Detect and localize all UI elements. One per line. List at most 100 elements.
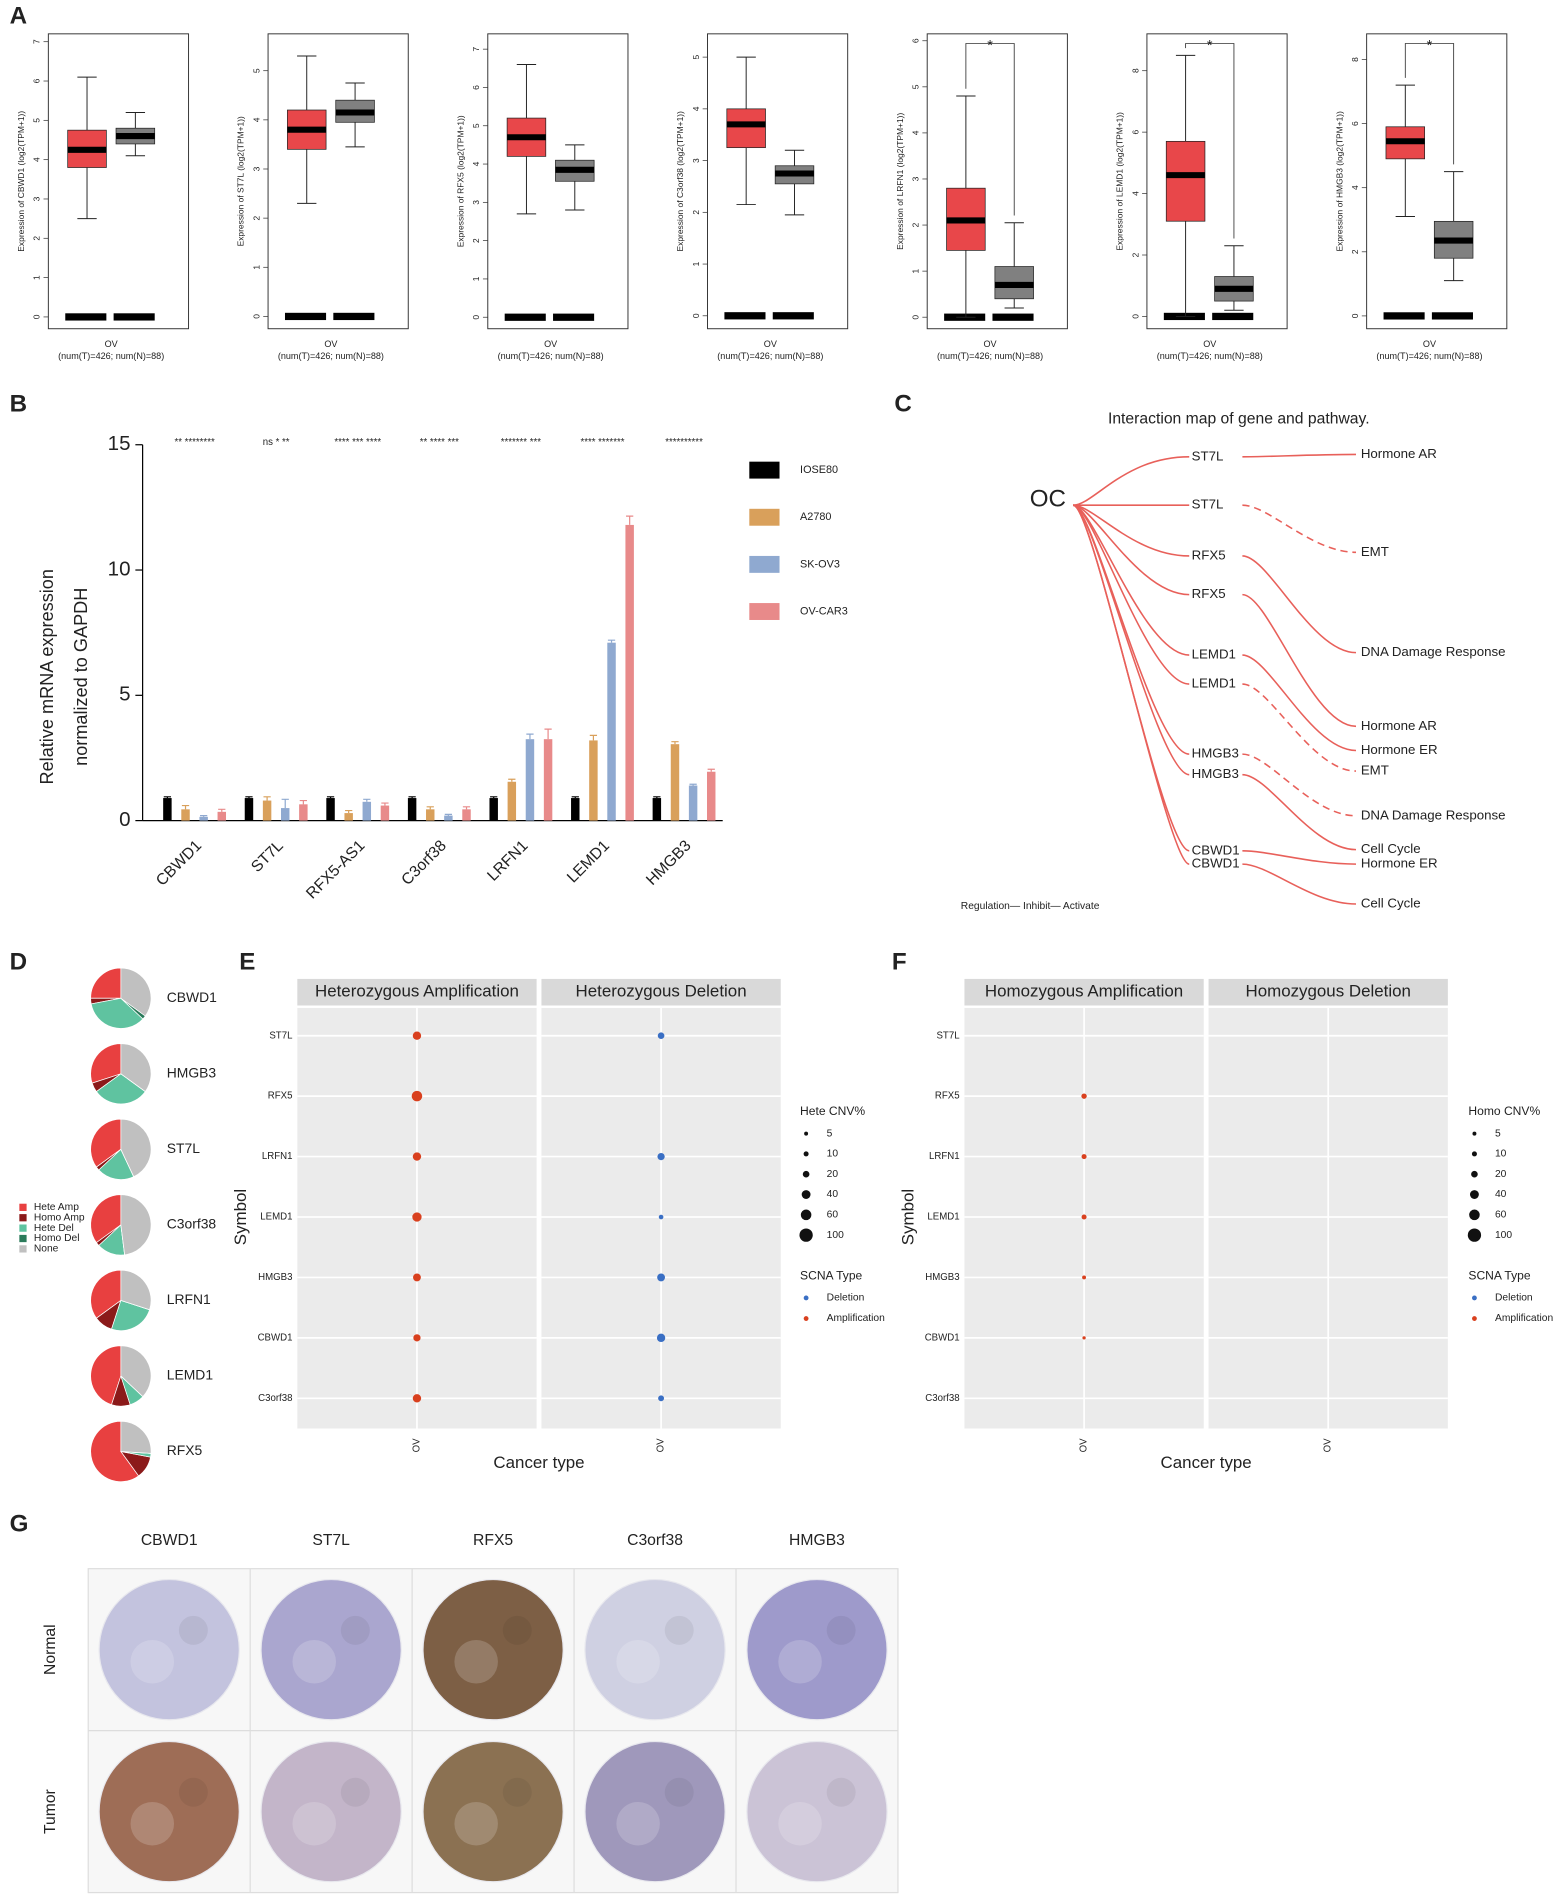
error-bar (689, 783, 697, 786)
dot (1081, 1214, 1087, 1220)
column-title: RFX5 (473, 1532, 513, 1549)
bar (344, 813, 353, 821)
edge (1242, 863, 1356, 905)
pathway-node: DNA Damage Response (1361, 807, 1506, 822)
sig-label: **** *** **** (334, 437, 381, 448)
sig-label: ** ******** (174, 437, 215, 448)
x-label: OV (324, 339, 337, 349)
y-tick-label: C3orf38 (258, 1393, 292, 1404)
pie-label: C3orf38 (167, 1216, 217, 1232)
x-label: OV (1203, 339, 1216, 349)
legend-swatch (1472, 1316, 1477, 1321)
legend-size (801, 1190, 811, 1199)
y-tick-label: 5 (691, 54, 701, 59)
x-label: OV (764, 339, 777, 349)
pie-slice (90, 1345, 122, 1406)
y-tick-label: 1 (471, 276, 481, 281)
y-tick-label: 3 (911, 176, 921, 181)
error-bar (200, 814, 208, 817)
tissue-core (98, 1578, 240, 1721)
bar (707, 771, 716, 821)
gene-node: LEMD1 (1192, 676, 1236, 691)
dot (412, 1152, 422, 1161)
box (726, 108, 766, 149)
dot (413, 1334, 421, 1342)
legend-title: SCNA Type (1468, 1268, 1530, 1282)
x-tick-label: LRFN1 (484, 837, 531, 884)
dot (1082, 1336, 1086, 1340)
sample-note: (num(T)=426; num(N)=88) (278, 351, 384, 361)
gene-node: RFX5 (1192, 547, 1226, 562)
y-tick-label: 4 (1350, 185, 1360, 190)
pie-slice (95, 1073, 146, 1105)
bar (380, 805, 390, 821)
plot-frame (487, 33, 629, 330)
facet-title: Heterozygous Amplification (315, 982, 519, 1001)
pie-slice (120, 1118, 152, 1178)
legend-swatch (19, 1224, 27, 1232)
facet-strip (1208, 978, 1448, 1006)
legend-size (802, 1170, 810, 1178)
pie-label: CBWD1 (167, 989, 217, 1005)
baseline-bar (1383, 312, 1425, 320)
legend-title: Hete CNV% (800, 1104, 865, 1118)
panel-label: F (892, 949, 907, 976)
edge (1242, 850, 1356, 865)
y-tick-label: 8 (1130, 68, 1140, 73)
dot (1082, 1275, 1087, 1280)
y-tick-label: 0 (251, 314, 261, 319)
tissue-texture (130, 1639, 175, 1684)
y-tick-label: 5 (32, 118, 42, 123)
pathway-node: Cell Cycle (1361, 896, 1421, 911)
tissue-texture (778, 1639, 822, 1684)
y-tick-label: 3 (251, 166, 261, 171)
pie-slice (111, 1299, 151, 1331)
legend-label: Homo Amp (34, 1212, 85, 1223)
gene-node: ST7L (1192, 448, 1224, 463)
tissue-core (746, 1578, 888, 1721)
bar (217, 811, 227, 821)
legend-size (1471, 1170, 1478, 1178)
error-bar (345, 809, 353, 814)
tissue-texture (502, 1777, 532, 1807)
legend-swatch (19, 1203, 27, 1211)
pathway-node: Hormone ER (1361, 742, 1438, 757)
dot (657, 1273, 665, 1282)
diagram-root: OC (1030, 486, 1066, 513)
legend-label: 100 (827, 1230, 844, 1241)
error-bar (163, 796, 172, 799)
legend-swatch (749, 461, 780, 479)
legend-label: Amplification (1495, 1313, 1553, 1324)
row-label: Tumor (42, 1789, 59, 1834)
tissue-texture (826, 1615, 856, 1645)
legend-size (804, 1131, 809, 1136)
y-tick-label: 15 (108, 432, 131, 455)
x-tick-label: ST7L (248, 837, 287, 876)
bar (625, 524, 634, 821)
x-tick-label: OV (656, 1438, 667, 1453)
tissue-core (584, 1740, 726, 1883)
x-tick-label: HMGB3 (643, 837, 695, 889)
plot-frame (707, 33, 849, 330)
legend-label: Hete Amp (34, 1202, 79, 1213)
pie-slice (90, 1043, 122, 1084)
tissue-texture (454, 1639, 498, 1684)
error-bar (326, 796, 335, 799)
bar (362, 801, 372, 821)
x-axis-title: Cancer type (493, 1453, 584, 1472)
y-tick-label: 0 (691, 313, 701, 318)
legend-label: OV-CAR3 (800, 605, 848, 617)
edge (1242, 683, 1356, 772)
bar (181, 809, 190, 821)
legend-label: 10 (1495, 1149, 1507, 1160)
y-tick-label: CBWD1 (925, 1332, 960, 1343)
y-tick-label: 8 (1350, 57, 1360, 62)
legend-label: Homo Del (34, 1233, 80, 1244)
error-bar (181, 804, 190, 810)
y-axis-title: Expression of CBWD1 (log2(TPM+1)) (16, 111, 26, 252)
tissue-core (98, 1740, 240, 1883)
legend-label: Deletion (827, 1293, 865, 1304)
bar (607, 642, 616, 821)
error-bar (490, 796, 498, 799)
